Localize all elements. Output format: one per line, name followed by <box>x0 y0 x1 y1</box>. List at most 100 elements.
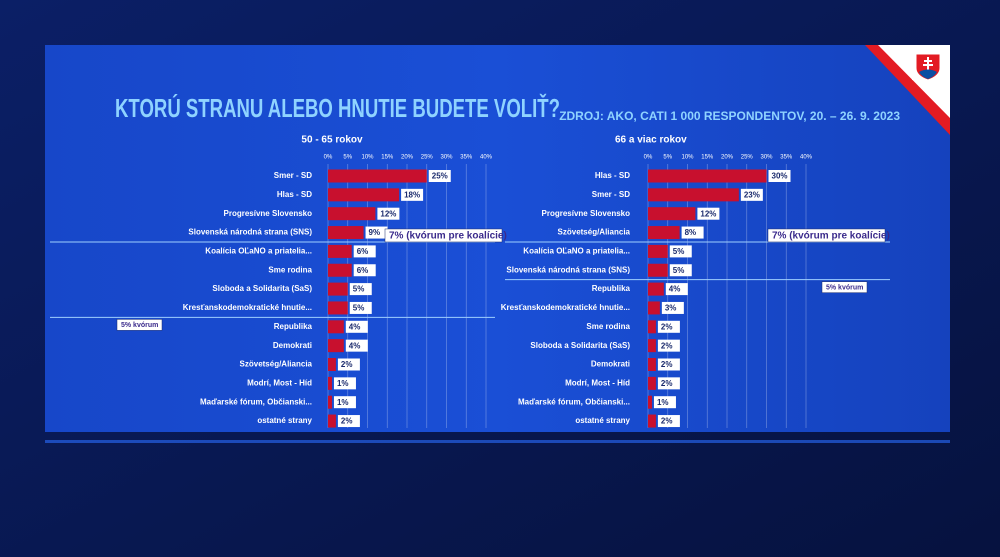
title: KTORÚ STRANU ALEBO HNUTIE BUDETE VOLIŤ? <box>115 93 560 123</box>
value-label: 5% <box>353 285 365 294</box>
value-label: 23% <box>744 190 760 199</box>
chart-subtitle: 66 a viac rokov <box>615 135 687 146</box>
bar <box>648 376 656 390</box>
category-label: Republika <box>274 322 313 331</box>
x-tick-label: 5% <box>663 155 672 161</box>
value-label-box <box>697 207 720 220</box>
value-label: 1% <box>337 379 349 388</box>
x-tick-label: 30% <box>760 155 773 161</box>
category-label: Maďarské fórum, Občianski... <box>518 397 630 406</box>
x-tick-label: 25% <box>421 155 434 161</box>
source: ZDROJ: AKO, CATI 1 000 RESPONDENTOV, 20.… <box>559 109 900 123</box>
value-label-box <box>653 396 676 409</box>
value-label: 8% <box>685 228 697 237</box>
value-label-box <box>333 396 356 409</box>
bar <box>328 358 336 371</box>
value-label-box <box>337 415 360 428</box>
value-label: 18% <box>404 190 420 199</box>
bar <box>328 207 376 221</box>
bar <box>648 244 668 258</box>
category-label: Sloboda a Solidarita (SaS) <box>530 341 630 350</box>
value-label: 12% <box>380 209 396 218</box>
category-label: Hlas - SD <box>595 171 630 180</box>
value-label: 12% <box>700 209 716 218</box>
value-label: 5% <box>673 266 685 275</box>
value-label-box <box>377 207 400 220</box>
bar <box>328 169 427 183</box>
category-label: ostatné strany <box>257 416 312 425</box>
x-tick-label: 20% <box>721 155 734 161</box>
category-label: Sme rodina <box>268 265 312 274</box>
x-tick-label: 15% <box>381 155 394 161</box>
bar <box>648 169 767 183</box>
threshold-box <box>767 228 886 243</box>
bar <box>648 301 660 315</box>
x-tick-label: 0% <box>644 155 653 161</box>
category-label: Slovenská národná strana (SNS) <box>188 228 312 237</box>
x-tick-label: 10% <box>681 155 694 161</box>
value-label-box <box>353 245 376 258</box>
value-label-box <box>428 170 451 182</box>
value-label-box <box>740 188 763 201</box>
threshold-box <box>821 281 868 293</box>
value-label-box <box>669 245 692 258</box>
value-label-box <box>657 339 680 352</box>
bar <box>328 320 344 334</box>
threshold-box <box>384 228 503 243</box>
category-label: ostatné strany <box>575 416 630 425</box>
category-label: Modrí, Most - Híd <box>247 378 312 387</box>
category-label: Demokrati <box>591 360 630 369</box>
value-label-box <box>345 320 368 333</box>
category-label: Smer - SD <box>274 171 312 180</box>
category-label: Hlas - SD <box>277 190 312 199</box>
value-label: 2% <box>661 322 673 331</box>
value-label-box <box>365 226 388 239</box>
threshold-label: 7% (kvórum pre koalície) <box>772 231 890 242</box>
value-label-box <box>401 188 424 201</box>
value-label-box <box>768 170 791 182</box>
value-label: 1% <box>657 398 669 407</box>
category-label: Progresívne Slovensko <box>542 209 631 218</box>
value-label: 5% <box>353 304 365 313</box>
value-label: 2% <box>661 341 673 350</box>
category-label: Sme rodina <box>586 322 630 331</box>
threshold-label: 5% kvórum <box>121 322 158 329</box>
x-tick-label: 30% <box>440 155 453 161</box>
x-tick-label: 20% <box>401 155 414 161</box>
value-label: 2% <box>661 379 673 388</box>
category-label: Koalícia OĽaNO a priatelia... <box>205 247 312 256</box>
value-label-box <box>657 358 680 371</box>
value-label-box <box>349 283 372 296</box>
value-label: 2% <box>341 360 353 369</box>
value-label-box <box>657 415 680 428</box>
x-tick-label: 40% <box>800 155 813 161</box>
category-label: Szövetség/Aliancia <box>558 228 631 237</box>
bar <box>648 414 656 428</box>
category-label: Slovenská národná strana (SNS) <box>506 265 630 274</box>
x-tick-label: 10% <box>361 155 374 161</box>
bar <box>648 207 696 221</box>
value-label-box <box>669 264 692 277</box>
threshold-label: 5% kvórum <box>826 285 863 292</box>
value-label-box <box>665 283 688 296</box>
category-label: Maďarské fórum, Občianski... <box>200 397 312 406</box>
category-label: Sloboda a Solidarita (SaS) <box>212 284 312 293</box>
value-label-box <box>661 301 684 314</box>
cross <box>923 57 933 71</box>
x-tick-label: 35% <box>780 155 793 161</box>
category-label: Republika <box>592 284 631 293</box>
x-tick-label: 15% <box>701 155 714 161</box>
glow-line <box>45 440 950 443</box>
value-label: 5% <box>673 247 685 256</box>
bar <box>648 320 656 334</box>
x-tick-label: 35% <box>460 155 473 161</box>
category-label: Demokrati <box>273 341 312 350</box>
value-label: 2% <box>661 417 673 426</box>
bar <box>648 395 652 409</box>
bar <box>328 395 332 409</box>
value-label-box <box>657 377 680 390</box>
category-label: Koalícia OĽaNO a priatelia... <box>523 247 630 256</box>
category-label: Kresťanskodemokratické hnutie... <box>183 303 312 312</box>
chart-subtitle: 50 - 65 rokov <box>301 135 363 146</box>
